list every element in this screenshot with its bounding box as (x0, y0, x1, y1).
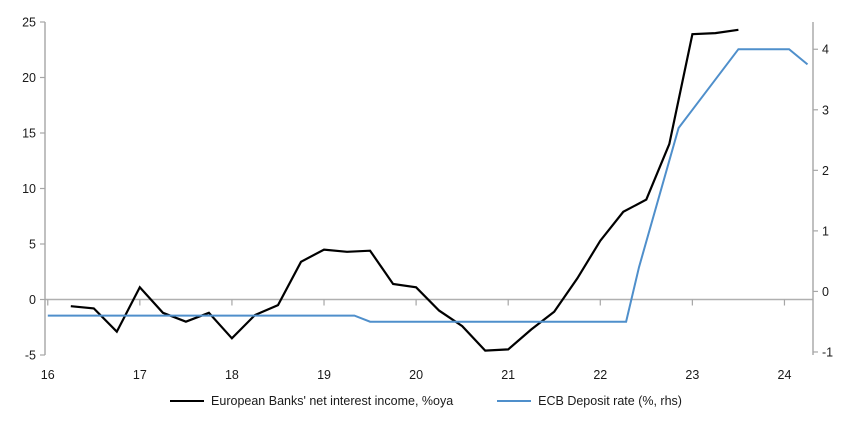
y-right-tick-label: 1 (822, 224, 829, 238)
x-tick-label: 23 (685, 368, 699, 382)
x-tick-label: 22 (593, 368, 607, 382)
x-tick-label: 19 (317, 368, 331, 382)
legend-swatch-blue-line (497, 400, 532, 402)
y-right-tick-label: -1 (822, 345, 833, 359)
legend-label-nii: European Banks' net interest income, %oy… (211, 394, 454, 408)
legend-item-ecb: ECB Deposit rate (%, rhs) (497, 394, 682, 408)
legend-label-ecb: ECB Deposit rate (%, rhs) (538, 394, 682, 408)
x-tick-label: 21 (501, 368, 515, 382)
y-left-tick-label: 25 (22, 16, 36, 30)
x-tick-label: 17 (133, 368, 147, 382)
y-right-tick-label: 3 (822, 103, 829, 117)
series-line-1 (47, 48, 809, 323)
legend-item-nii: European Banks' net interest income, %oy… (170, 394, 453, 408)
series-line-0 (70, 28, 739, 352)
chart-legend: European Banks' net interest income, %oy… (0, 394, 852, 408)
x-tick-label: 20 (409, 368, 423, 382)
y-left-tick-label: 5 (29, 238, 36, 252)
y-left-tick-label: 20 (22, 71, 36, 85)
y-left-tick-label: 15 (22, 127, 36, 141)
y-left-tick-label: 0 (29, 293, 36, 307)
x-tick-label: 18 (225, 368, 239, 382)
x-tick-label: 24 (778, 368, 792, 382)
y-left-tick-label: 10 (22, 182, 36, 196)
y-right-tick-label: 0 (822, 285, 829, 299)
y-right-tick-label: 4 (822, 43, 829, 57)
y-right-tick-label: 2 (822, 164, 829, 178)
y-left-tick-label: -5 (25, 349, 36, 363)
legend-swatch-black-line (170, 400, 205, 402)
x-tick-label: 16 (41, 368, 55, 382)
